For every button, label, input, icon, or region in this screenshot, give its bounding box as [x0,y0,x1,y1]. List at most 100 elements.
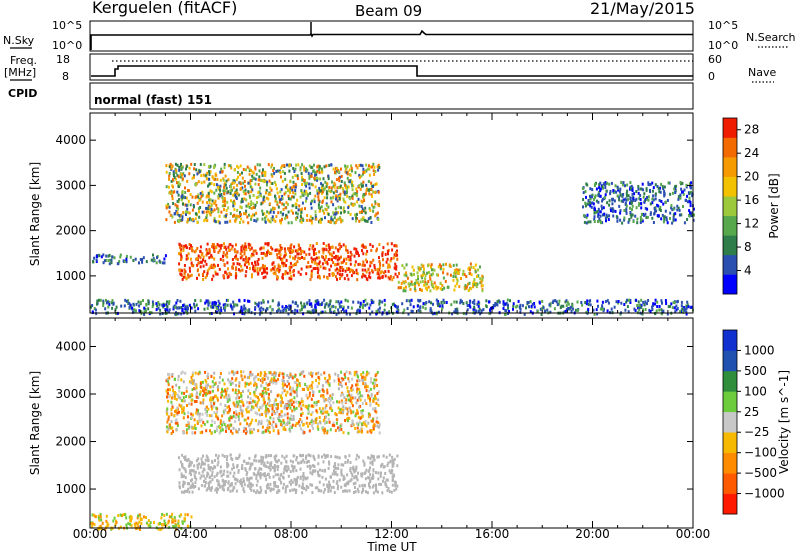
data-cell [204,301,207,305]
data-cell [644,197,647,201]
data-cell [223,214,226,218]
data-cell [371,477,374,480]
data-cell [263,170,266,174]
data-cell [319,206,321,210]
data-cell [246,165,249,169]
data-cell [308,371,311,375]
data-cell [348,454,351,458]
data-cell [318,209,321,213]
data-cell [502,303,505,307]
data-cell [263,199,266,203]
data-cell [313,252,316,256]
data-cell [200,174,203,178]
data-cell [267,388,270,391]
data-cell [358,262,361,266]
data-cell [290,482,292,486]
data-cell [364,298,367,302]
data-cell [235,428,237,432]
data-cell [196,172,199,176]
data-cell [354,468,357,472]
data-cell [368,207,371,211]
data-cell [266,411,269,415]
data-cell [625,211,628,215]
data-cell [313,464,316,468]
data-cell [213,219,216,223]
data-cell [564,309,567,313]
data-cell [212,245,215,249]
data-cell [330,264,333,268]
data-cell [279,210,282,214]
data-cell [309,372,312,376]
data-cell [462,312,465,316]
data-cell [362,300,365,303]
data-cell [209,164,212,168]
data-cell [212,467,214,471]
data-cell [312,248,315,252]
data-cell [190,461,193,465]
data-cell [348,393,350,397]
data-cell [318,260,321,264]
data-cell [430,301,432,305]
data-cell [204,484,207,488]
data-cell [593,312,596,316]
data-cell [387,487,390,490]
data-cell [376,309,379,313]
data-cell [597,193,600,197]
data-cell [211,245,213,249]
data-cell [258,413,261,417]
data-cell [168,210,171,214]
data-cell [300,220,303,224]
data-cell [494,301,497,305]
data-cell [234,415,237,419]
data-cell [206,474,208,478]
data-cell [620,180,623,184]
data-cell [266,251,268,255]
data-cell [157,306,160,310]
data-cell [321,190,324,194]
data-cell [663,194,666,198]
data-cell [264,411,267,415]
data-cell [581,187,584,190]
data-cell [174,212,176,216]
data-cell [179,460,182,464]
data-cell [434,284,437,288]
data-cell [354,191,357,195]
data-cell [102,253,105,257]
data-cell [227,245,230,249]
data-cell [264,220,267,224]
data-cell [634,214,637,218]
data-cell [190,244,192,248]
data-cell [210,204,213,208]
data-cell [226,464,229,468]
data-cell [219,194,222,198]
data-cell [290,277,293,281]
data-cell [438,263,441,267]
power-colorbar-tick-label: 24 [744,146,759,160]
data-cell [365,468,368,472]
data-cell [207,302,210,306]
data-cell [276,191,279,195]
data-cell [594,194,597,198]
power-ylabel: Slant Range [km] [28,162,42,266]
data-cell [310,182,313,186]
data-cell [190,468,193,472]
data-cell [347,416,350,420]
data-cell [187,464,190,468]
data-cell [230,185,232,189]
data-cell [171,197,174,201]
data-cell [270,454,272,458]
data-cell [168,373,171,377]
data-cell [625,207,628,211]
data-cell [242,307,245,311]
data-cell [369,216,372,220]
data-cell [205,387,208,391]
data-cell [169,213,172,217]
data-cell [686,218,689,221]
data-cell [615,190,618,194]
data-cell [215,414,218,418]
data-cell [342,307,344,311]
data-cell [361,184,363,188]
data-cell [314,247,316,251]
data-cell [529,310,532,314]
